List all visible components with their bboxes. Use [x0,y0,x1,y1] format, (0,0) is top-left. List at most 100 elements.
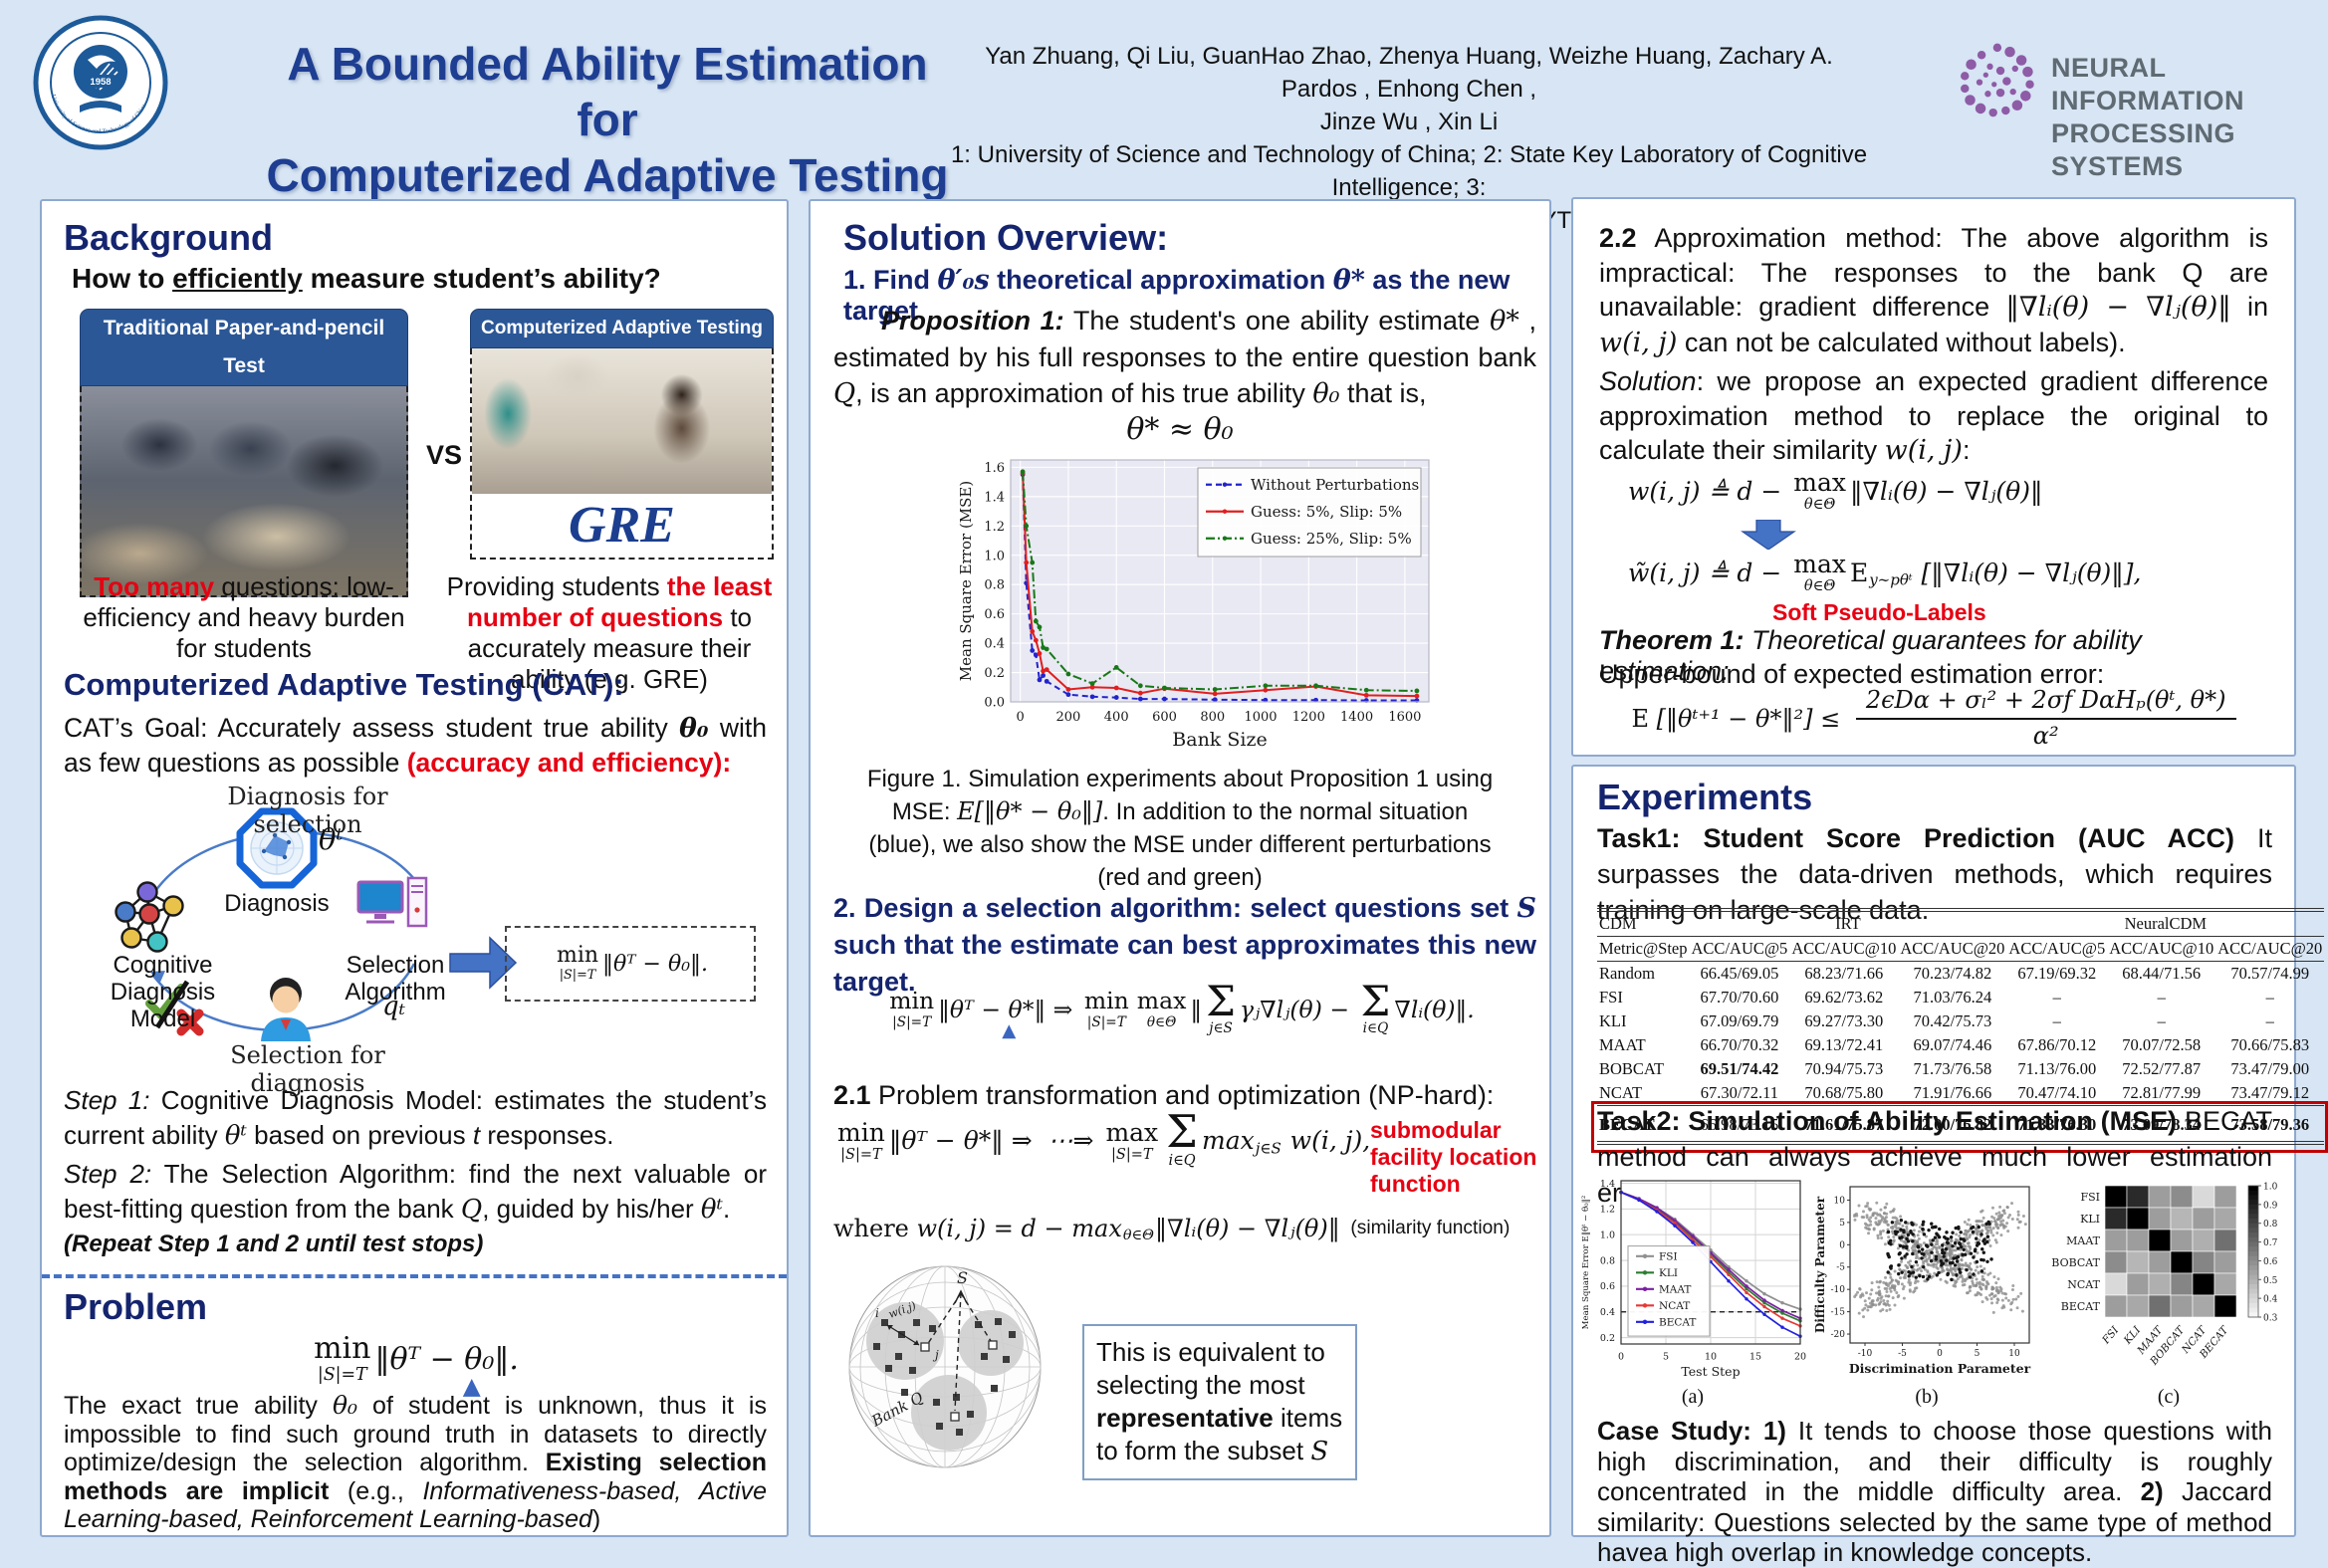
diagnosis-label: Diagnosis [224,890,330,917]
svg-text:15: 15 [1749,1352,1761,1363]
selection-label: Selection Algorithm [345,952,446,1006]
experiments-heading: Experiments [1597,777,1813,817]
classroom-photo [80,386,408,597]
equivalence-note-box: This is equivalent to selecting the most… [1082,1324,1357,1480]
svg-text:NCAT: NCAT [1659,1300,1690,1312]
neurips-dots-icon [1961,43,2034,117]
results-table: CDM IRT NeuralCDM Metric@Step ACC/AUC@5 ACC/A… [1597,908,2325,1145]
svg-text:0.8: 0.8 [2263,1220,2278,1230]
svg-text:Difficulty Parameter: Difficulty Parameter [1814,1196,1827,1333]
svg-text:1.0: 1.0 [984,549,1005,563]
soft-pseudo-labels-note: Soft Pseudo-Labels [1772,599,1986,625]
svg-text:5: 5 [1975,1349,1980,1359]
svg-text:Guess: 25%, Slip: 5%: Guess: 25%, Slip: 5% [1251,530,1412,548]
task2-text: Task2: Simulation of Ability Estimation … [1597,1106,2272,1208]
table-row: BOBCAT 69.51/74.42 70.94/75.73 71.73/76.58 7… [1599,1059,2310,1078]
table-row: BECAT 66.98/73.15 71.61/75.87 72.00/76.82 71… [1597,1105,2325,1143]
card-cat-title: Computerized Adaptive Testing [470,309,774,348]
authors-line: Yan Zhuang, Qi Liu, GuanHao Zhao, Zhenya… [985,43,1833,103]
svg-text:Mean Square Error (MSE): Mean Square Error (MSE) [957,481,975,681]
svg-text:Without Perturbations: Without Perturbations [1251,476,1419,494]
affiliation-line: 1: University of Science and Technology … [950,141,1868,201]
svg-text:0.3: 0.3 [2263,1314,2278,1324]
svg-text:-15: -15 [1831,1308,1846,1318]
fig-c-caption: (c) [2157,1386,2181,1408]
svg-text:KLI: KLI [2080,1213,2100,1226]
svg-text:BOBCAT: BOBCAT [2051,1256,2100,1269]
down-arrow-icon [1741,520,1796,550]
solution-point1: 1. Find θ′₀s theoretical approximation θ… [843,265,1511,326]
gre-logo: GRE [472,494,772,558]
sec21-heading: 2.1 Problem transformation and optimizat… [833,1080,1495,1110]
objective-box: min |S|=T ‖θᵀ − θ₀‖. [505,926,756,1002]
svg-text:5: 5 [1663,1352,1669,1363]
q-t-label: qₜ [382,992,406,1021]
table-row: MAAT 66.70/70.32 69.13/72.41 69.07/74.46 67.… [1599,1035,2310,1054]
svg-text:0.4: 0.4 [1600,1307,1615,1318]
svg-text:0.4: 0.4 [2263,1295,2278,1305]
repeat-note: (Repeat Step 1 and 2 until test stops) [64,1231,484,1257]
svg-text:MAAT: MAAT [1659,1284,1691,1296]
svg-text:0: 0 [1839,1240,1845,1250]
cat-diagram-graphic [115,807,518,1041]
right-top-panel: 2.2 Approximation method: The above algo… [1571,197,2296,757]
svg-text:0.8: 0.8 [1600,1255,1615,1266]
svg-text:10: 10 [2008,1349,2020,1359]
proposition1-text: Proposition 1: The student's one ability… [833,306,1536,409]
table-row: FSI 67.70/70.60 69.62/73.62 71.03/76.24– – – [1599,988,2274,1007]
svg-text:Guess: 5%, Slip: 5%: Guess: 5%, Slip: 5% [1251,503,1402,521]
svg-text:-5: -5 [1836,1263,1845,1273]
step2-text: Step 2: The Selection Algorithm: find th… [64,1159,767,1225]
svg-text:-10: -10 [1858,1349,1873,1359]
left-column-panel: Background How to efficiently measure st… [40,199,789,1537]
svg-text:1958: 1958 [90,77,111,88]
svg-text:10: 10 [1834,1196,1846,1206]
svg-text:0.2: 0.2 [984,666,1005,681]
svg-text:400: 400 [1104,710,1129,725]
top-arc-label: Diagnosis for selection [227,783,388,838]
svg-text:0.8: 0.8 [984,578,1005,593]
theta-approx-formula: θ* ≈ θ₀ [1126,412,1234,447]
svg-text:0.5: 0.5 [2263,1276,2278,1286]
vs-label: VS [426,440,463,470]
svg-text:1200: 1200 [1292,710,1325,725]
solution-proposal-text: Solution: we propose an expected gradien… [1599,366,2268,466]
svg-text:KLI: KLI [1659,1267,1678,1279]
svg-text:1600: 1600 [1388,710,1421,725]
student-avatar [261,978,311,1041]
authors-line: Jinze Wu , Xin Li [1319,109,1499,135]
svg-text:600: 600 [1152,710,1177,725]
figure1-caption: Figure 1. Simulation experiments about P… [866,766,1494,891]
svg-text:20: 20 [1794,1352,1806,1363]
scatter-chart: -10 -5 0 5 10 -20 -15 -10 -5 0 5 10 Discrimination P… [1814,1186,2031,1376]
ustc-logo-icon: 1958 University of Science and Technolog… [30,12,171,153]
approximation-method-text: 2.2 Approximation method: The above algo… [1599,223,2268,358]
bank-sphere-figure: S w(i,j) i j Bank Q [848,1265,1042,1468]
diagnosis-radar-icon [236,807,318,889]
svg-text:10: 10 [1705,1352,1717,1363]
table-row: KLI 67.09/69.79 69.27/73.30 70.42/75.73– – – [1599,1011,2274,1030]
svg-text:800: 800 [1200,710,1225,725]
svg-text:1.2: 1.2 [1600,1205,1615,1216]
case-study-text: Case Study: 1) It tends to choose those … [1597,1416,2273,1567]
svg-text:0: 0 [1017,710,1025,725]
svg-text:Test Step: Test Step [1681,1364,1740,1379]
svg-text:0: 0 [1937,1349,1943,1359]
svg-text:0.7: 0.7 [2263,1238,2278,1248]
svg-text:-5: -5 [1898,1349,1907,1359]
neurips-wordmark: NEURAL INFORMATION PROCESSING SYSTEMS [2051,53,2244,181]
caption-paper-test: Too many questions: low-efficiency and h… [83,571,405,663]
svg-text:BECAT: BECAT [2061,1300,2101,1313]
dashed-divider [42,1274,787,1278]
svg-text:0.9: 0.9 [2263,1201,2278,1211]
svg-text:0.6: 0.6 [2263,1257,2278,1267]
problem-equation: min |S|=T ‖θᵀ − θ₀‖. ▲ [314,1331,519,1401]
svg-text:1.6: 1.6 [984,461,1005,476]
response-check-icon [145,980,204,1036]
student-computer-photo [472,348,772,494]
card-paper-test-title: Traditional Paper-and-pencil Test [80,309,408,386]
step1-text: Step 1: Cognitive Diagnosis Model: estim… [64,1085,767,1151]
cat-goal: CAT’s Goal: Accurately assess student tr… [64,713,767,778]
